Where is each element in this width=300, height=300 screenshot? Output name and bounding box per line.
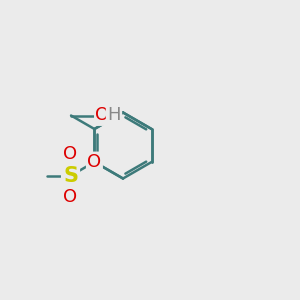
Text: S: S xyxy=(63,166,78,186)
Text: O: O xyxy=(95,106,110,124)
Text: O: O xyxy=(64,188,78,206)
Text: H: H xyxy=(107,106,121,124)
Text: O: O xyxy=(64,145,78,163)
Text: O: O xyxy=(87,153,101,171)
